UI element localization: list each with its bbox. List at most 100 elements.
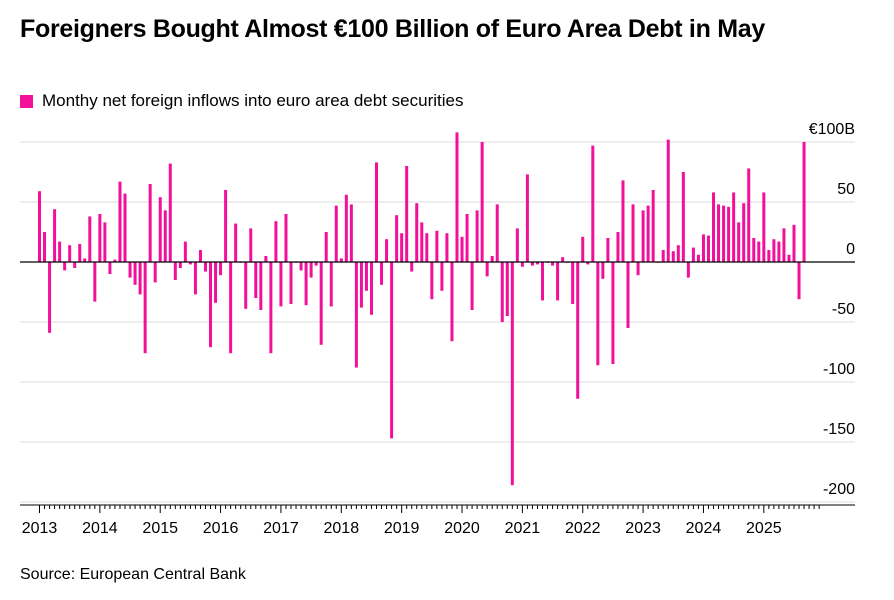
bar [520, 262, 524, 267]
bar [510, 262, 514, 486]
bar [535, 262, 539, 265]
bar [556, 262, 560, 301]
bar [651, 190, 655, 262]
bar [450, 262, 454, 342]
bar [737, 222, 741, 262]
bar [646, 205, 650, 262]
bar [304, 262, 308, 306]
bar [385, 239, 389, 262]
bar [571, 262, 575, 304]
bar [712, 192, 716, 262]
bar [148, 184, 152, 262]
bar [415, 203, 419, 262]
chart-title: Foreigners Bought Almost €100 Billion of… [20, 15, 765, 43]
x-tick-label: 2018 [324, 520, 360, 537]
bar [299, 262, 303, 271]
bar [772, 239, 776, 262]
bar [324, 232, 328, 262]
bar [400, 233, 404, 262]
bar [581, 236, 585, 262]
x-tick-label: 2022 [565, 520, 601, 537]
bar [636, 262, 640, 276]
bar [390, 262, 394, 439]
y-tick-label: 0 [846, 241, 855, 258]
bar [279, 262, 283, 307]
bar [133, 262, 137, 285]
bar [405, 166, 409, 262]
bar [505, 262, 509, 316]
bar [586, 262, 590, 265]
bar [470, 262, 474, 310]
bar [576, 262, 580, 399]
bar [289, 262, 293, 304]
bar [425, 233, 429, 262]
x-tick-label: 2020 [444, 520, 480, 537]
bar [198, 250, 202, 262]
bar [224, 190, 228, 262]
bar [249, 228, 253, 262]
bar [214, 262, 218, 303]
bar [717, 204, 721, 262]
bar [309, 262, 313, 278]
bar [73, 262, 77, 268]
bar [777, 241, 781, 262]
bar [138, 262, 142, 295]
source-note: Source: European Central Bank [20, 566, 246, 583]
bar [485, 262, 489, 277]
bar [525, 174, 529, 262]
bar [530, 262, 534, 266]
bar [68, 245, 72, 262]
bar [561, 257, 565, 262]
bars [38, 132, 806, 486]
bar [48, 262, 52, 333]
bar [354, 262, 358, 368]
x-tick-label: 2019 [384, 520, 420, 537]
bar [83, 258, 87, 262]
bar [153, 262, 157, 283]
bar [38, 191, 41, 262]
bar [541, 262, 544, 301]
bar [319, 262, 323, 345]
bar [193, 262, 197, 295]
bar [178, 262, 182, 268]
bar [203, 262, 207, 272]
bar [229, 262, 233, 354]
bar [616, 232, 620, 262]
bar [380, 262, 384, 285]
bar [359, 262, 363, 308]
bar [500, 262, 504, 322]
bar [329, 262, 333, 307]
bar [611, 262, 615, 364]
bar [621, 180, 625, 262]
bar [792, 224, 796, 262]
bar [369, 262, 373, 315]
bar [752, 238, 756, 262]
bar [128, 262, 132, 278]
bar [274, 221, 278, 262]
x-tick-label: 2025 [746, 520, 782, 537]
bar [420, 222, 424, 262]
bar [163, 210, 167, 262]
x-tick-label: 2023 [625, 520, 661, 537]
bar [782, 228, 786, 262]
bar [314, 262, 318, 266]
bar [701, 234, 705, 262]
bar [78, 244, 82, 262]
bar [183, 241, 187, 262]
bar [490, 256, 494, 262]
bar [596, 262, 600, 366]
bar [113, 259, 117, 262]
bar [234, 223, 238, 262]
bar [349, 204, 353, 262]
bar [787, 254, 791, 262]
bar [173, 262, 177, 280]
bar [802, 142, 806, 262]
bar [445, 233, 449, 262]
bar [676, 245, 680, 262]
y-tick-label: €100B [809, 121, 855, 138]
bar [757, 241, 761, 262]
y-tick-label: -50 [832, 301, 855, 318]
bar [606, 238, 610, 262]
x-tick-label: 2014 [82, 520, 118, 537]
bar [254, 262, 258, 298]
